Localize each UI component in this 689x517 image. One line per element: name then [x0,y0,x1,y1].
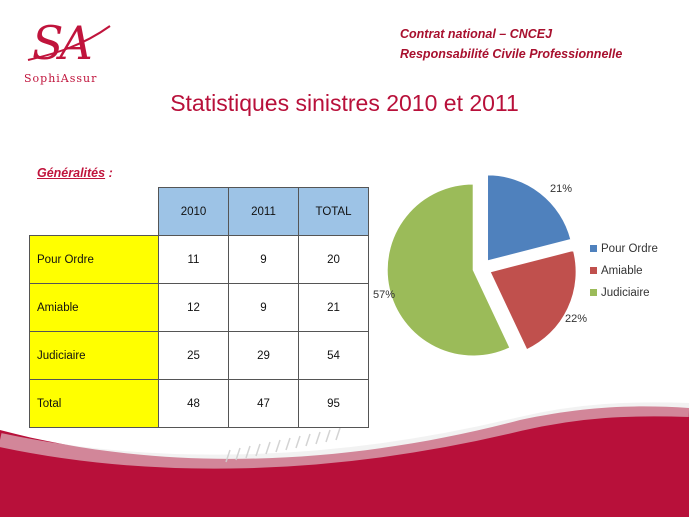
table-cell: 47 [228,379,299,428]
table-cell: 11 [158,235,229,284]
pie-slice-pour-ordre [487,174,572,262]
section-heading: Généralités : [37,166,113,180]
page-title: Statistiques sinistres 2010 et 2011 [170,90,519,116]
column-header: 2010 [158,187,229,236]
section-label: Généralités [37,166,106,180]
pie-slice-judiciaire [386,183,511,357]
table-cell: 95 [298,379,369,428]
table-row: Pour Ordre 11 9 20 [29,235,369,284]
logo-brand: SophiAssur [24,72,98,85]
legend-swatch [590,267,597,274]
legend-label: Judiciaire [601,287,650,299]
contract-line-1: Contrat national – CNCEJ [400,27,553,41]
table-cell: 29 [228,331,299,380]
table-corner [30,188,159,236]
pie-chart: 21% 22% 57% Pour Ordre Amiable Judiciaire [373,174,658,357]
pie-slice-amiable [489,249,577,351]
row-label: Judiciaire [29,331,159,380]
table-cell: 25 [158,331,229,380]
data-label: 21% [550,183,572,195]
table-row: Total 48 47 95 [29,379,369,428]
legend-swatch [590,245,597,252]
table-cell: 20 [298,235,369,284]
legend-label: Amiable [601,265,643,277]
row-label: Pour Ordre [29,235,159,284]
legend-label: Pour Ordre [601,243,658,255]
data-label: 22% [565,313,587,325]
table-row: Amiable 12 9 21 [29,283,369,332]
legend-swatch [590,289,597,296]
column-header: 2011 [228,187,299,236]
table-cell: 48 [158,379,229,428]
table-cell: 9 [228,235,299,284]
table-cell: 9 [228,283,299,332]
table-row: Judiciaire 25 29 54 [29,331,369,380]
table-cell: 21 [298,283,369,332]
logo-mark: SA [32,16,93,70]
column-header: TOTAL [298,187,369,236]
contract-line-2: Responsabilité Civile Professionnelle [400,47,623,61]
logo-swoosh-icon [27,25,111,61]
table-cell: 12 [158,283,229,332]
contract-header: Contrat national – CNCEJ Responsabilité … [400,24,622,64]
sophiassur-logo: SA SophiAssur [24,16,116,86]
table-header-row: 2010 2011 TOTAL [30,187,369,236]
row-label: Amiable [29,283,159,332]
table-cell: 54 [298,331,369,380]
row-label: Total [29,379,159,428]
section-suffix: : [105,166,113,180]
statistics-table: 2010 2011 TOTAL Pour Ordre 11 9 20 Amiab… [29,187,369,428]
data-label: 57% [373,289,395,301]
